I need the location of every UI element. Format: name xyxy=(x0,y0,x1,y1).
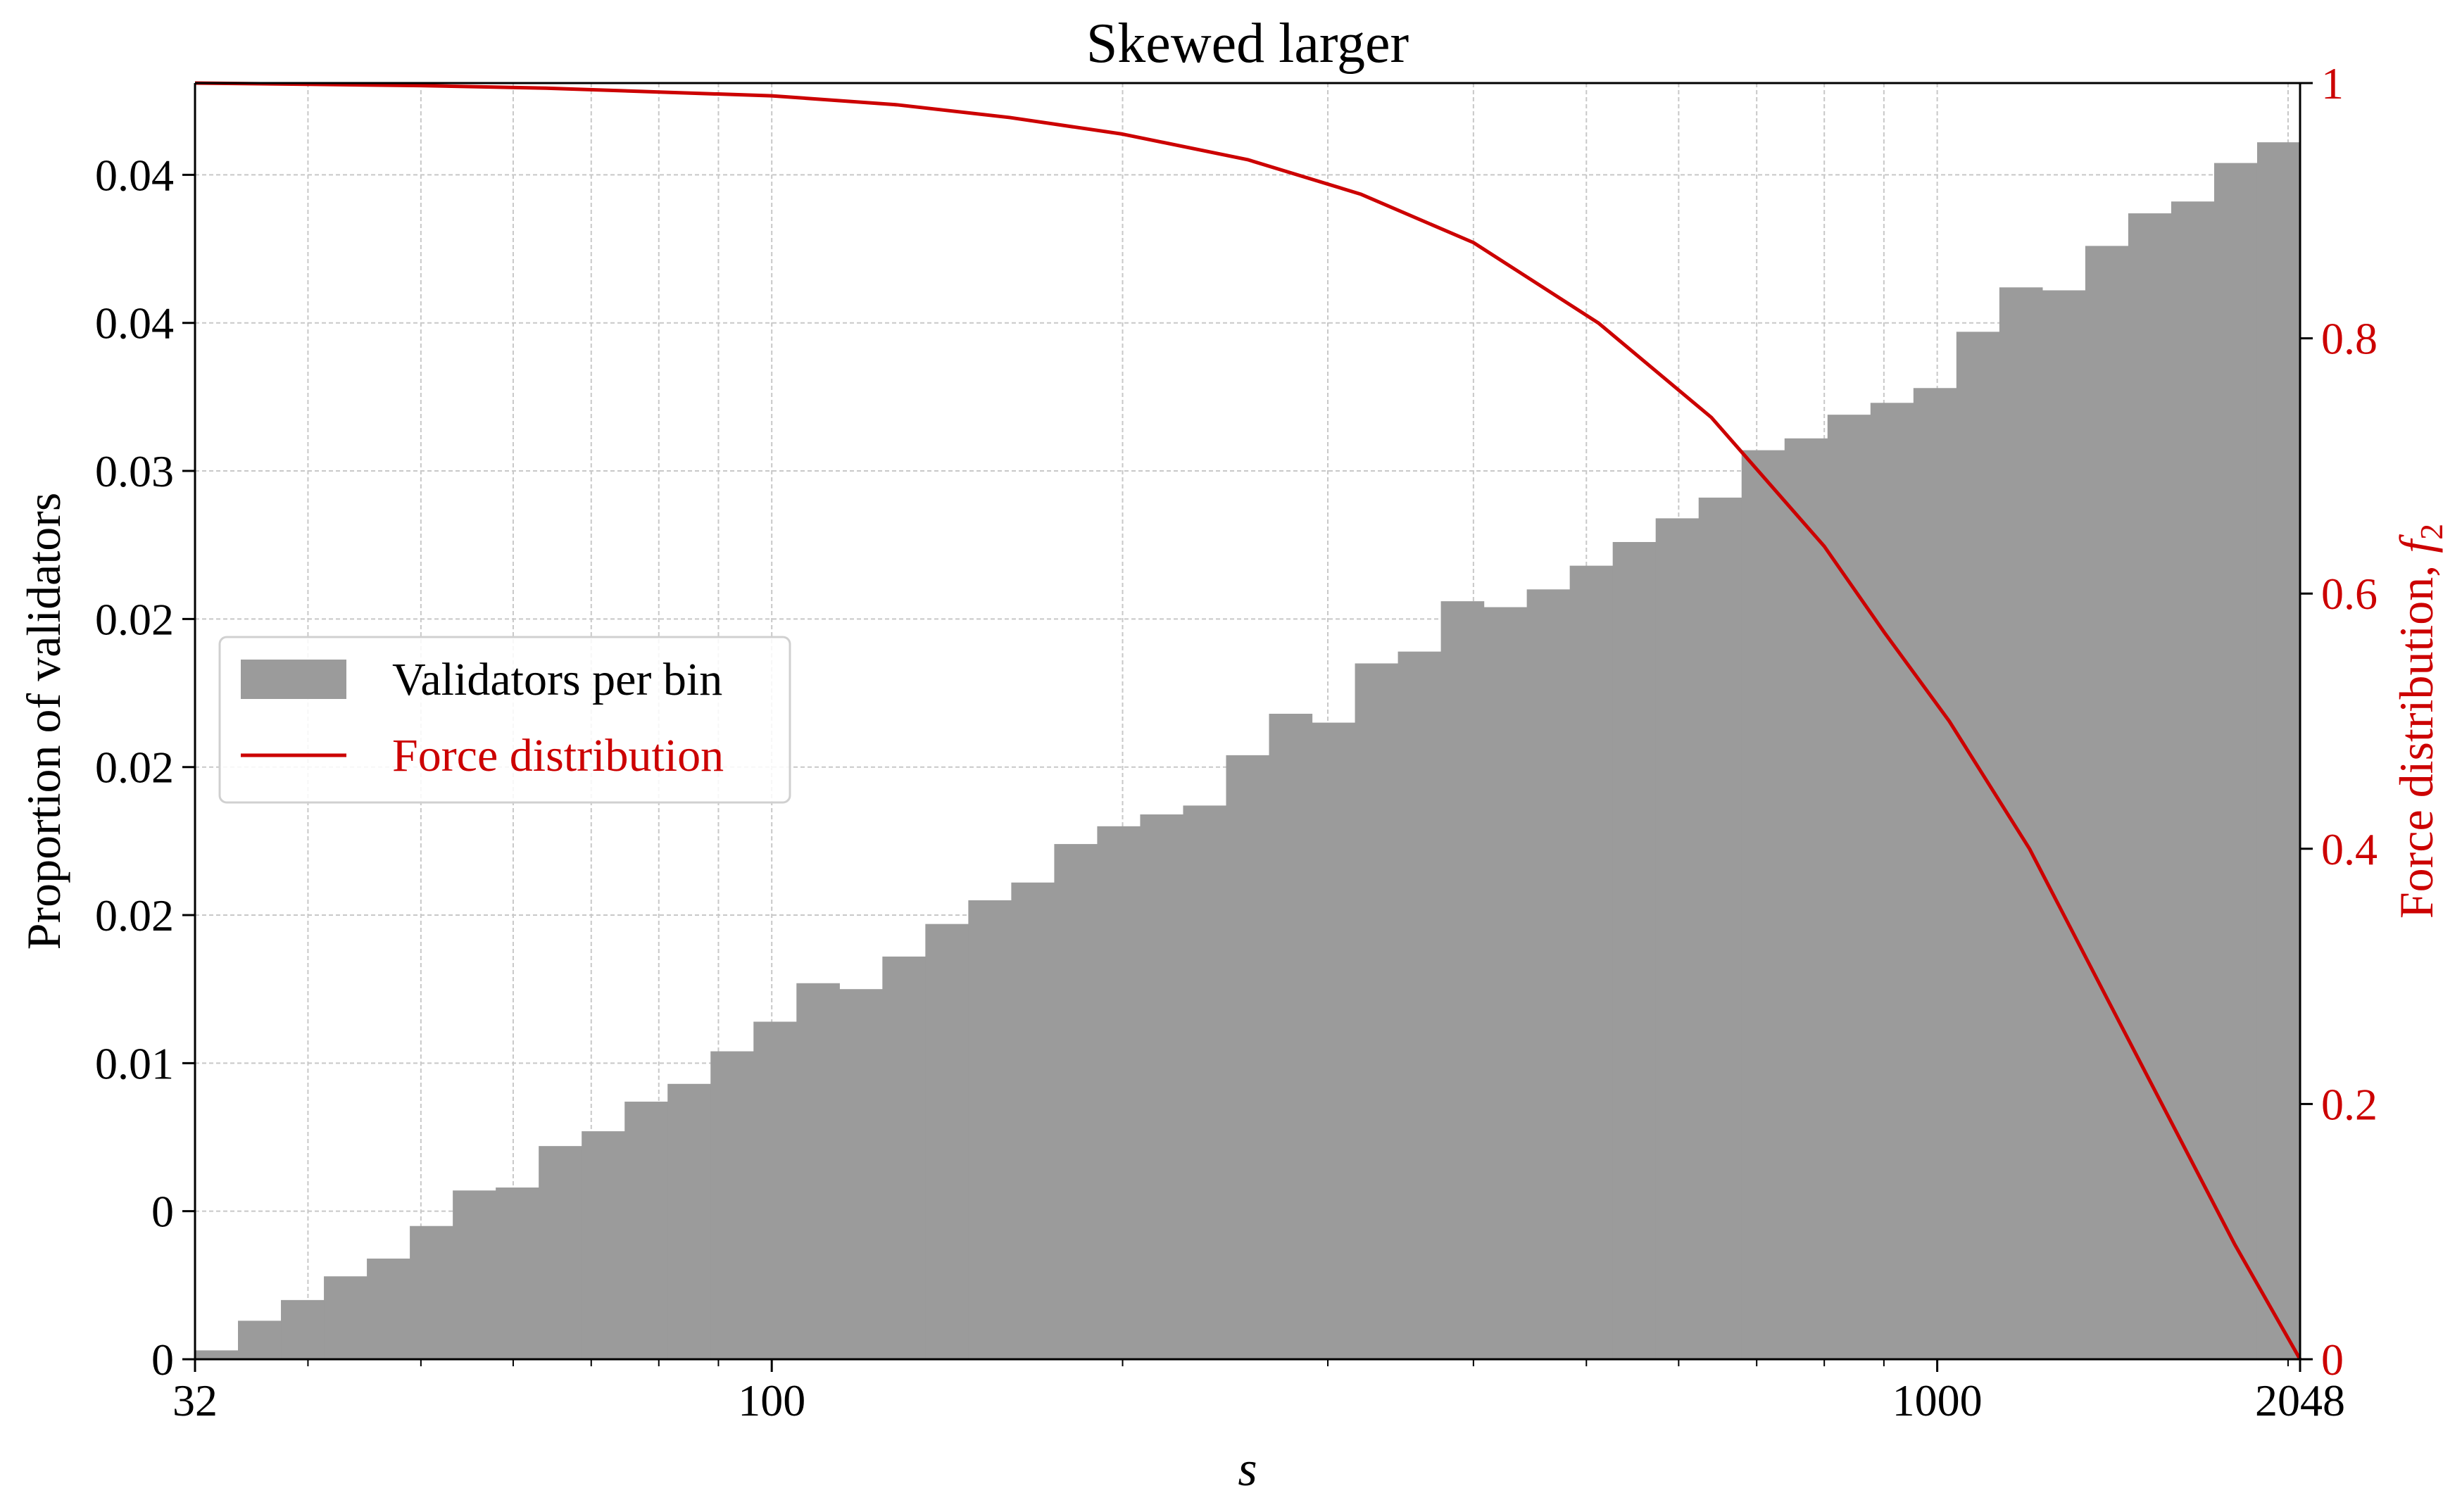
y2-tick-label: 0 xyxy=(2321,1335,2344,1385)
y-tick-label: 0.01 xyxy=(95,1038,174,1088)
x-tick-label: 2048 xyxy=(2255,1375,2345,1425)
histogram-bar xyxy=(1870,403,1914,1359)
histogram-bar xyxy=(496,1187,539,1359)
y2-axis-label-text: Force distribution, xyxy=(2389,553,2443,919)
histogram-bar xyxy=(1569,565,1614,1359)
histogram-bar xyxy=(925,924,969,1359)
histogram-bar xyxy=(1398,651,1442,1359)
legend-box xyxy=(218,636,791,804)
chart-title: Skewed larger xyxy=(1086,13,1409,75)
x-tick-label: 1000 xyxy=(1892,1375,1983,1425)
histogram-bar xyxy=(1140,814,1184,1359)
histogram-bar xyxy=(667,1083,711,1359)
histogram-bar xyxy=(1956,332,2000,1359)
y2-tick-label: 0.8 xyxy=(2321,314,2378,364)
histogram-bar xyxy=(1698,497,1742,1360)
histogram-bar xyxy=(2213,163,2258,1359)
histogram-bar xyxy=(1655,518,1700,1359)
y-tick-label: 0.04 xyxy=(95,298,174,348)
histogram-bar xyxy=(324,1276,368,1359)
histogram-bar xyxy=(2171,201,2215,1359)
histogram-bar xyxy=(1999,287,2043,1359)
histogram-bar xyxy=(753,1021,797,1359)
histogram-bar xyxy=(1913,388,1957,1359)
histogram-bar xyxy=(968,900,1012,1359)
y-axis-label: Proportion of validators xyxy=(17,493,70,950)
histogram-bar xyxy=(839,989,883,1359)
histogram-bar xyxy=(1741,450,1785,1359)
histogram-bar xyxy=(1483,607,1528,1360)
legend-label-bars: Validators per bin xyxy=(392,654,722,705)
histogram-bar xyxy=(367,1258,410,1359)
y2-axis-label-subscript: 2 xyxy=(2413,524,2449,540)
histogram-bar xyxy=(195,1350,239,1359)
histogram-bar xyxy=(1054,844,1098,1359)
histogram-bar xyxy=(1097,826,1141,1359)
histogram-bar xyxy=(796,983,840,1359)
histogram-bar xyxy=(1269,713,1313,1359)
y-tick-label: 0.04 xyxy=(95,150,174,200)
x-tick-label: 32 xyxy=(172,1375,218,1425)
y-tick-label: 0 xyxy=(151,1187,174,1237)
y2-axis-label: Force distribution, f2 xyxy=(2389,524,2449,919)
y2-tick-label: 1 xyxy=(2321,58,2344,108)
histogram-bar xyxy=(238,1321,282,1359)
y2-tick-label: 0.6 xyxy=(2321,569,2378,619)
y-tick-label: 0.03 xyxy=(95,446,174,496)
histogram-bar xyxy=(624,1102,668,1359)
histogram-bar xyxy=(1183,805,1227,1359)
histogram-bar xyxy=(2256,142,2301,1360)
y-tick-label: 0.02 xyxy=(95,594,174,644)
histogram-bar xyxy=(281,1299,325,1359)
histogram-bar xyxy=(1784,438,1828,1360)
histogram-bar xyxy=(539,1146,582,1359)
histogram-bar xyxy=(1526,589,1571,1359)
histogram-bar xyxy=(710,1051,754,1359)
histogram-bar xyxy=(453,1190,496,1359)
histogram-bar xyxy=(1827,415,1871,1359)
y2-tick-label: 0.2 xyxy=(2321,1079,2378,1129)
histogram-bar xyxy=(882,956,926,1359)
y-tick-label: 0 xyxy=(151,1335,174,1385)
legend-swatch-bars xyxy=(241,660,346,699)
histogram-bar xyxy=(2085,246,2129,1359)
force-distribution-line xyxy=(194,81,2302,1361)
histogram-bar xyxy=(1312,722,1356,1359)
histogram-bar xyxy=(2128,213,2172,1360)
histogram-bar xyxy=(2042,290,2086,1360)
legend-label-line: Force distribution xyxy=(392,730,724,781)
y-tick-label: 0.02 xyxy=(95,890,174,940)
histogram-bar xyxy=(1612,542,1657,1359)
histogram-bar xyxy=(1226,755,1270,1359)
histogram-bar xyxy=(1355,663,1399,1359)
histogram-bar xyxy=(1440,601,1485,1359)
histogram-bar xyxy=(1011,882,1055,1359)
histogram-bar xyxy=(410,1226,453,1359)
histogram-bar xyxy=(582,1131,625,1359)
x-axis-label: s xyxy=(1238,1442,1257,1497)
x-tick-label: 100 xyxy=(738,1375,805,1425)
y2-tick-label: 0.4 xyxy=(2321,824,2378,874)
y-tick-label: 0.02 xyxy=(95,743,174,793)
